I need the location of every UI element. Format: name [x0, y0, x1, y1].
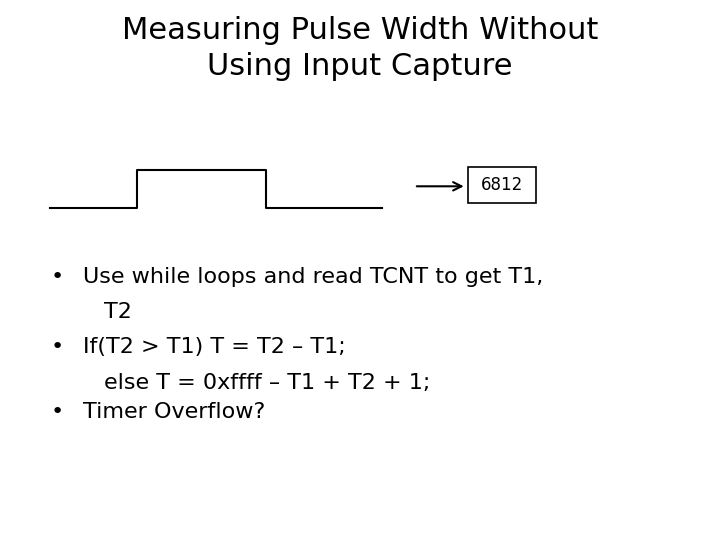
Bar — [468, 167, 536, 202]
Text: T2: T2 — [104, 302, 132, 322]
Text: 6812: 6812 — [481, 176, 523, 194]
Text: •: • — [50, 338, 63, 357]
Text: Use while loops and read TCNT to get T1,: Use while loops and read TCNT to get T1, — [83, 267, 543, 287]
Text: Timer Overflow?: Timer Overflow? — [83, 402, 265, 422]
Text: •: • — [50, 402, 63, 422]
Text: If(T2 > T1) T = T2 – T1;: If(T2 > T1) T = T2 – T1; — [83, 338, 346, 357]
Text: else T = 0xffff – T1 + T2 + 1;: else T = 0xffff – T1 + T2 + 1; — [104, 373, 431, 393]
Text: Measuring Pulse Width Without
Using Input Capture: Measuring Pulse Width Without Using Inpu… — [122, 16, 598, 81]
Text: •: • — [50, 267, 63, 287]
